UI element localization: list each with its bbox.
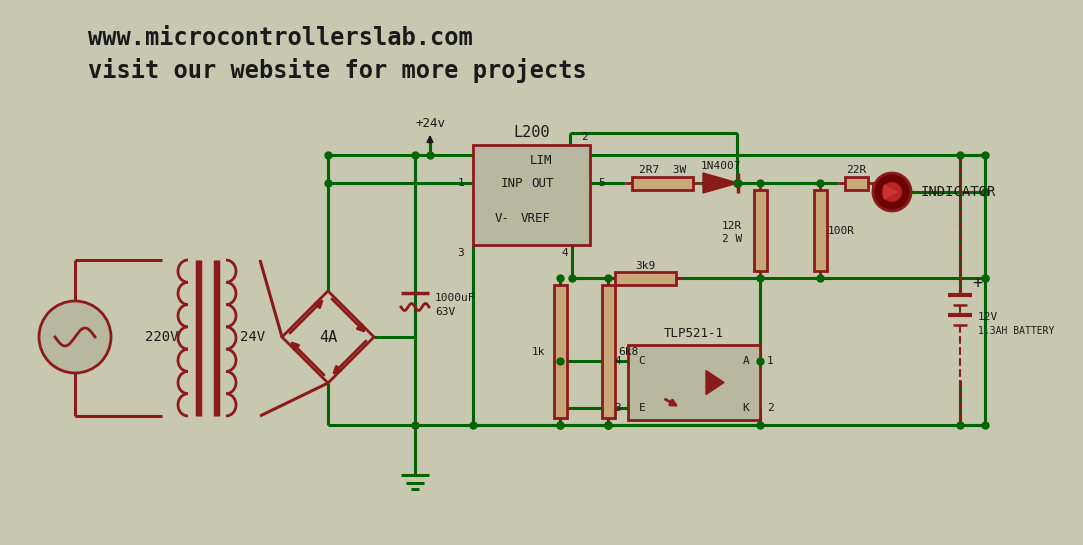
Bar [554,285,567,418]
Text: 63V: 63V [435,307,455,317]
Text: L200: L200 [513,124,550,140]
Text: 24V: 24V [240,330,265,344]
Text: LIM: LIM [530,154,552,167]
Text: 22R: 22R [847,165,866,175]
Text: 6k8: 6k8 [618,347,638,356]
Text: +: + [973,274,982,292]
Text: visit our website for more projects: visit our website for more projects [88,58,587,82]
Text: www.microcontrollerslab.com: www.microcontrollerslab.com [88,26,473,50]
Text: 5: 5 [599,178,605,188]
Bar [754,190,767,271]
Text: 100R: 100R [828,226,854,235]
Polygon shape [706,371,725,395]
Text: INDICATOR: INDICATOR [921,185,996,199]
Text: 1: 1 [458,178,465,188]
Bar [632,177,693,190]
Text: C: C [639,356,645,366]
Text: VREF: VREF [521,211,551,225]
Text: 220V: 220V [145,330,179,344]
Bar [814,190,827,271]
Text: A: A [743,356,749,366]
Polygon shape [703,173,738,193]
Text: K: K [743,403,749,413]
Text: 1000uF: 1000uF [435,293,475,303]
Text: INP: INP [501,177,523,190]
Text: OUT: OUT [532,177,554,190]
Text: 3: 3 [458,248,465,258]
Text: 2: 2 [582,132,588,142]
Bar [473,145,590,245]
Text: 4: 4 [615,356,622,366]
Bar [615,272,676,285]
Circle shape [39,301,110,373]
Bar [602,285,615,418]
Text: 2 W: 2 W [721,233,742,244]
Text: 2: 2 [767,403,773,413]
Text: 1.3AH BATTERY: 1.3AH BATTERY [978,326,1055,336]
Text: 1N4007: 1N4007 [701,161,741,171]
Text: 1: 1 [767,356,773,366]
Text: +24v: +24v [415,117,445,130]
Text: 3k9: 3k9 [636,261,655,271]
Text: 4: 4 [562,248,569,258]
Polygon shape [884,185,897,199]
Circle shape [873,173,911,211]
Text: 12V: 12V [978,312,999,322]
Text: 12R: 12R [721,221,742,231]
Bar [628,345,760,420]
Text: 1k: 1k [532,347,545,356]
Text: 4A: 4A [318,330,337,344]
Text: E: E [639,403,645,413]
Circle shape [882,182,902,202]
Text: V-: V- [495,211,510,225]
Bar [845,177,867,190]
Text: 2R7  3W: 2R7 3W [639,165,687,175]
Text: 3: 3 [615,403,622,413]
Text: TLP521-1: TLP521-1 [664,326,725,340]
